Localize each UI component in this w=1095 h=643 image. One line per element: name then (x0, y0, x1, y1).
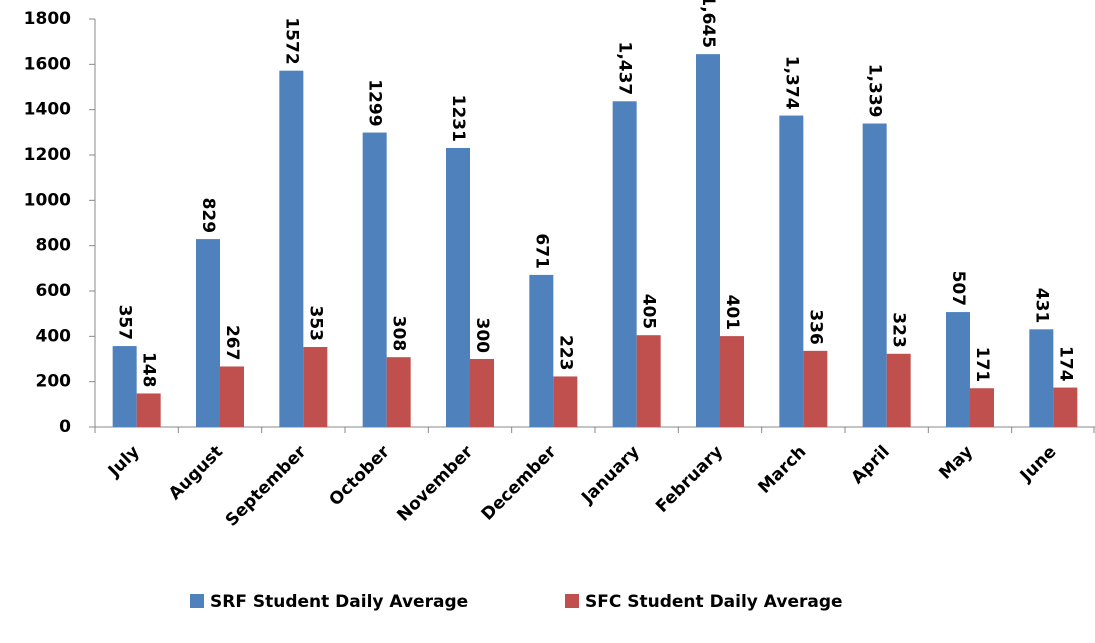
bar (303, 346, 328, 427)
data-label: 1231 (448, 95, 468, 142)
x-tick-label: August (165, 442, 227, 504)
y-tick-label: 1800 (24, 9, 71, 29)
x-tick-label: March (755, 442, 811, 498)
bar (136, 393, 161, 427)
bar (446, 147, 470, 427)
bar (803, 350, 828, 427)
bar (886, 353, 911, 427)
x-tick-label: September (222, 442, 311, 531)
y-tick-label: 600 (36, 281, 72, 301)
data-label: 1,374 (781, 56, 801, 110)
data-label: 431 (1031, 288, 1051, 324)
data-label: 336 (805, 309, 825, 345)
legend-swatch (190, 594, 204, 608)
bar (362, 132, 387, 427)
data-label: 267 (222, 325, 242, 361)
bar (529, 274, 554, 427)
data-label: 507 (948, 271, 968, 307)
y-tick-label: 1000 (24, 190, 71, 210)
data-label: 353 (305, 305, 325, 341)
x-tick-label: November (393, 442, 477, 526)
data-label: 1,645 (698, 0, 718, 48)
bar (779, 115, 804, 427)
data-label: 401 (722, 295, 742, 331)
data-label: 171 (972, 347, 992, 383)
data-label: 323 (889, 312, 909, 348)
y-tick-label: 1600 (24, 54, 71, 74)
x-tick-label: April (848, 442, 894, 488)
data-label: 671 (531, 233, 551, 269)
x-tick-label: May (935, 442, 977, 484)
x-tick-label: July (104, 442, 144, 482)
data-label: 357 (115, 305, 135, 341)
x-tick-label: June (1016, 442, 1061, 487)
data-label: 148 (139, 352, 159, 388)
data-label: 405 (639, 294, 659, 330)
bar (220, 366, 244, 427)
x-tick-label: December (478, 441, 561, 524)
bar (386, 357, 411, 427)
y-tick-label: 800 (36, 236, 72, 256)
data-label: 300 (472, 318, 492, 354)
data-label: 1,339 (865, 64, 885, 118)
bar (696, 54, 720, 428)
y-tick-label: 1400 (24, 100, 71, 120)
data-label: 829 (198, 198, 218, 234)
data-label: 308 (389, 316, 409, 352)
bar (1029, 329, 1054, 427)
y-tick-label: 0 (59, 417, 71, 437)
data-label: 1572 (281, 17, 301, 64)
bar (946, 312, 970, 427)
bar (636, 335, 661, 427)
bar (612, 101, 637, 427)
data-label: 174 (1055, 346, 1075, 382)
bar (1053, 387, 1078, 427)
bar (196, 239, 220, 427)
legend-swatch (565, 594, 579, 608)
data-label: 1,437 (615, 41, 635, 95)
bar (470, 359, 494, 427)
bar (970, 388, 994, 427)
bar (862, 123, 887, 427)
legend-label: SFC Student Daily Average (585, 592, 843, 612)
y-tick-label: 200 (36, 372, 72, 392)
bar (279, 70, 304, 428)
y-tick-label: 1200 (24, 145, 71, 165)
x-tick-label: February (652, 442, 727, 517)
x-tick-label: October (326, 441, 395, 510)
data-label: 223 (555, 335, 575, 371)
x-tick-label: January (577, 442, 643, 508)
bar (720, 336, 744, 427)
bar (112, 346, 137, 427)
bar (553, 376, 578, 427)
y-tick-label: 400 (36, 326, 72, 346)
data-label: 1299 (365, 79, 385, 126)
legend-label: SRF Student Daily Average (210, 592, 468, 612)
